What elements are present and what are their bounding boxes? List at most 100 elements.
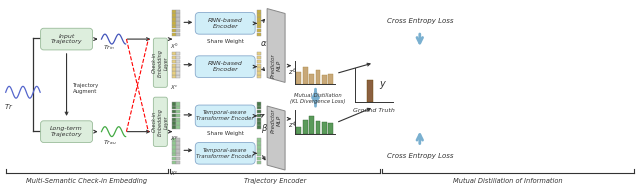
Bar <box>172 125 176 129</box>
Text: Ground Truth: Ground Truth <box>353 108 395 113</box>
Bar <box>257 52 260 55</box>
Bar <box>172 56 176 59</box>
Text: Check-in
Embedding
Layer: Check-in Embedding Layer <box>152 49 169 77</box>
Text: Temporal-aware
Transformer Encoder: Temporal-aware Transformer Encoder <box>196 110 254 121</box>
Bar <box>257 29 260 32</box>
Text: $\beta$: $\beta$ <box>260 122 268 135</box>
Text: Share Weight: Share Weight <box>207 131 244 136</box>
Bar <box>176 125 180 129</box>
Bar <box>328 123 333 134</box>
Bar <box>176 118 180 121</box>
Bar <box>176 102 180 106</box>
Bar <box>172 71 176 75</box>
Text: $y$: $y$ <box>379 79 387 91</box>
Bar <box>257 106 260 110</box>
Bar <box>367 80 373 102</box>
Text: Check-in
Embedding
Layer: Check-in Embedding Layer <box>152 108 169 136</box>
Bar <box>257 102 260 106</box>
FancyBboxPatch shape <box>40 28 93 50</box>
Text: $X^0$: $X^0$ <box>170 42 179 51</box>
Bar <box>172 33 176 36</box>
Bar <box>296 127 301 134</box>
Text: Trajectory Encoder: Trajectory Encoder <box>244 178 307 184</box>
Bar <box>172 153 176 156</box>
Bar <box>257 114 260 117</box>
Text: Mutual Distillation
(KL Divergence Loss): Mutual Distillation (KL Divergence Loss) <box>290 93 345 104</box>
Bar <box>172 142 176 145</box>
FancyBboxPatch shape <box>154 97 167 146</box>
Bar <box>303 120 308 134</box>
Bar <box>257 145 260 149</box>
Bar <box>257 149 260 153</box>
Bar <box>257 153 260 156</box>
Bar <box>172 29 176 32</box>
Bar <box>257 17 260 21</box>
Bar <box>176 52 180 55</box>
Text: $X^c$: $X^c$ <box>170 170 179 178</box>
Bar <box>309 73 314 84</box>
Bar <box>176 106 180 110</box>
Bar <box>257 125 260 129</box>
FancyBboxPatch shape <box>40 121 93 142</box>
Bar <box>176 71 180 75</box>
FancyBboxPatch shape <box>195 105 255 127</box>
Bar <box>257 63 260 67</box>
Bar <box>172 75 176 78</box>
Bar <box>172 21 176 25</box>
Text: $z^\phi$: $z^\phi$ <box>288 120 297 131</box>
Bar <box>257 14 260 17</box>
Bar <box>176 161 180 164</box>
Polygon shape <box>267 9 285 82</box>
Text: Long-term
Trajectory: Long-term Trajectory <box>50 126 83 137</box>
Bar <box>172 52 176 55</box>
Bar <box>316 121 321 134</box>
Bar <box>257 21 260 25</box>
Text: $X^p$: $X^p$ <box>170 135 179 143</box>
Bar <box>322 122 327 134</box>
Bar <box>257 33 260 36</box>
Bar <box>172 60 176 63</box>
Bar <box>257 121 260 125</box>
Bar <box>172 110 176 113</box>
Bar <box>303 67 308 84</box>
Bar <box>172 25 176 28</box>
Text: Cross Entropy Loss: Cross Entropy Loss <box>387 18 453 24</box>
Bar <box>257 138 260 141</box>
Bar <box>172 102 176 106</box>
Bar <box>176 14 180 17</box>
Text: $\alpha$: $\alpha$ <box>260 39 268 48</box>
Bar <box>257 10 260 13</box>
Bar <box>172 14 176 17</box>
Bar <box>172 121 176 125</box>
Bar <box>176 153 180 156</box>
Bar <box>176 67 180 71</box>
Bar <box>176 60 180 63</box>
Text: $Tr_{au}$: $Tr_{au}$ <box>104 138 117 147</box>
Bar <box>176 149 180 153</box>
Bar <box>176 145 180 149</box>
Bar <box>172 138 176 141</box>
Text: Share Weight: Share Weight <box>207 39 244 44</box>
Text: Trajectory
Augment: Trajectory Augment <box>72 83 99 94</box>
Bar <box>176 157 180 160</box>
Text: $z^\theta$: $z^\theta$ <box>288 67 297 78</box>
Text: RNN-based
Encoder: RNN-based Encoder <box>208 61 243 72</box>
Text: Temporal-aware
Transformer Encoder: Temporal-aware Transformer Encoder <box>196 148 254 159</box>
FancyBboxPatch shape <box>154 38 167 87</box>
Text: Predictor
MLP: Predictor MLP <box>271 108 282 133</box>
Bar <box>172 67 176 71</box>
Bar <box>172 17 176 21</box>
Bar <box>172 106 176 110</box>
Bar <box>172 145 176 149</box>
Bar <box>176 29 180 32</box>
Bar <box>309 116 314 134</box>
Bar <box>176 10 180 13</box>
Text: $Tr$: $Tr$ <box>4 102 13 110</box>
Text: RNN-based
Encoder: RNN-based Encoder <box>208 18 243 29</box>
Bar <box>322 75 327 84</box>
Bar <box>257 60 260 63</box>
Bar <box>257 25 260 28</box>
Bar <box>257 118 260 121</box>
Bar <box>172 118 176 121</box>
Text: Predictor
MLP: Predictor MLP <box>271 53 282 78</box>
